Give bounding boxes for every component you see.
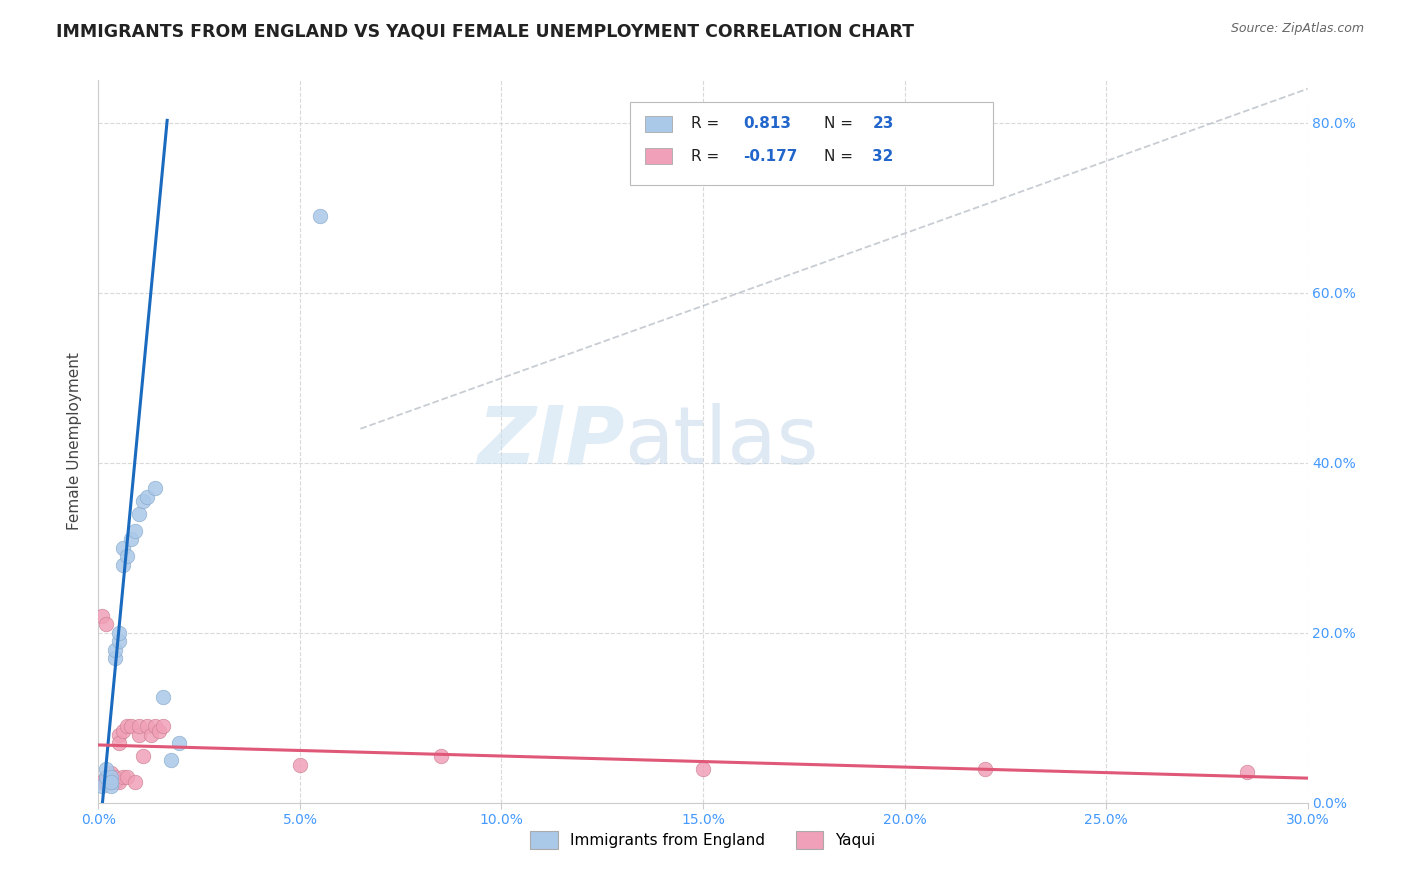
Point [96, 770, 118, 784]
Point [128, 728, 150, 742]
Point [115, 549, 138, 564]
Point [96, 762, 118, 776]
Point [111, 770, 134, 784]
Point [143, 481, 166, 495]
Point [100, 774, 122, 789]
Point [309, 209, 332, 223]
Text: Source: ZipAtlas.com: Source: ZipAtlas.com [1230, 22, 1364, 36]
Legend: Immigrants from England, Yaqui: Immigrants from England, Yaqui [523, 823, 883, 856]
Point [430, 749, 453, 764]
Point [103, 642, 125, 657]
Point [100, 774, 122, 789]
Text: R =: R = [690, 149, 724, 163]
Point [91, 608, 114, 623]
Y-axis label: Female Unemployment: Female Unemployment [67, 352, 83, 531]
Point [148, 723, 170, 738]
Point [167, 736, 190, 750]
Text: 32: 32 [872, 149, 894, 163]
Text: -0.177: -0.177 [742, 149, 797, 163]
Point [100, 779, 122, 793]
Point [152, 690, 174, 704]
Point [100, 770, 122, 784]
Point [143, 719, 166, 733]
Point [100, 766, 122, 780]
Text: IMMIGRANTS FROM ENGLAND VS YAQUI FEMALE UNEMPLOYMENT CORRELATION CHART: IMMIGRANTS FROM ENGLAND VS YAQUI FEMALE … [56, 22, 914, 40]
Point [111, 541, 134, 555]
Point [124, 524, 146, 538]
Point [120, 533, 142, 547]
Point [107, 774, 129, 789]
Point [96, 770, 118, 784]
Point [111, 723, 134, 738]
Text: 0.813: 0.813 [742, 116, 792, 131]
Point [128, 719, 150, 733]
Point [111, 558, 134, 572]
Point [692, 762, 714, 776]
Point [91, 779, 114, 793]
Point [96, 774, 118, 789]
Point [1236, 765, 1258, 780]
Point [107, 736, 129, 750]
Point [124, 774, 146, 789]
FancyBboxPatch shape [645, 148, 672, 164]
Point [120, 719, 142, 733]
Point [135, 490, 157, 504]
Point [160, 753, 183, 767]
Point [96, 617, 118, 632]
Point [288, 757, 311, 772]
Point [974, 762, 997, 776]
Point [128, 507, 150, 521]
Point [152, 719, 174, 733]
Text: atlas: atlas [624, 402, 818, 481]
Point [103, 774, 125, 789]
Point [107, 728, 129, 742]
Point [100, 774, 122, 789]
Point [103, 770, 125, 784]
Text: N =: N = [824, 116, 858, 131]
Point [132, 749, 155, 764]
Point [107, 625, 129, 640]
Text: 23: 23 [872, 116, 894, 131]
FancyBboxPatch shape [645, 116, 672, 132]
Text: R =: R = [690, 116, 724, 131]
Point [132, 494, 155, 508]
Point [91, 774, 114, 789]
Point [139, 728, 162, 742]
Point [103, 651, 125, 665]
Text: ZIP: ZIP [477, 402, 624, 481]
Point [135, 719, 157, 733]
Text: N =: N = [824, 149, 858, 163]
Point [115, 770, 138, 784]
Point [107, 634, 129, 648]
FancyBboxPatch shape [630, 102, 993, 185]
Point [115, 719, 138, 733]
